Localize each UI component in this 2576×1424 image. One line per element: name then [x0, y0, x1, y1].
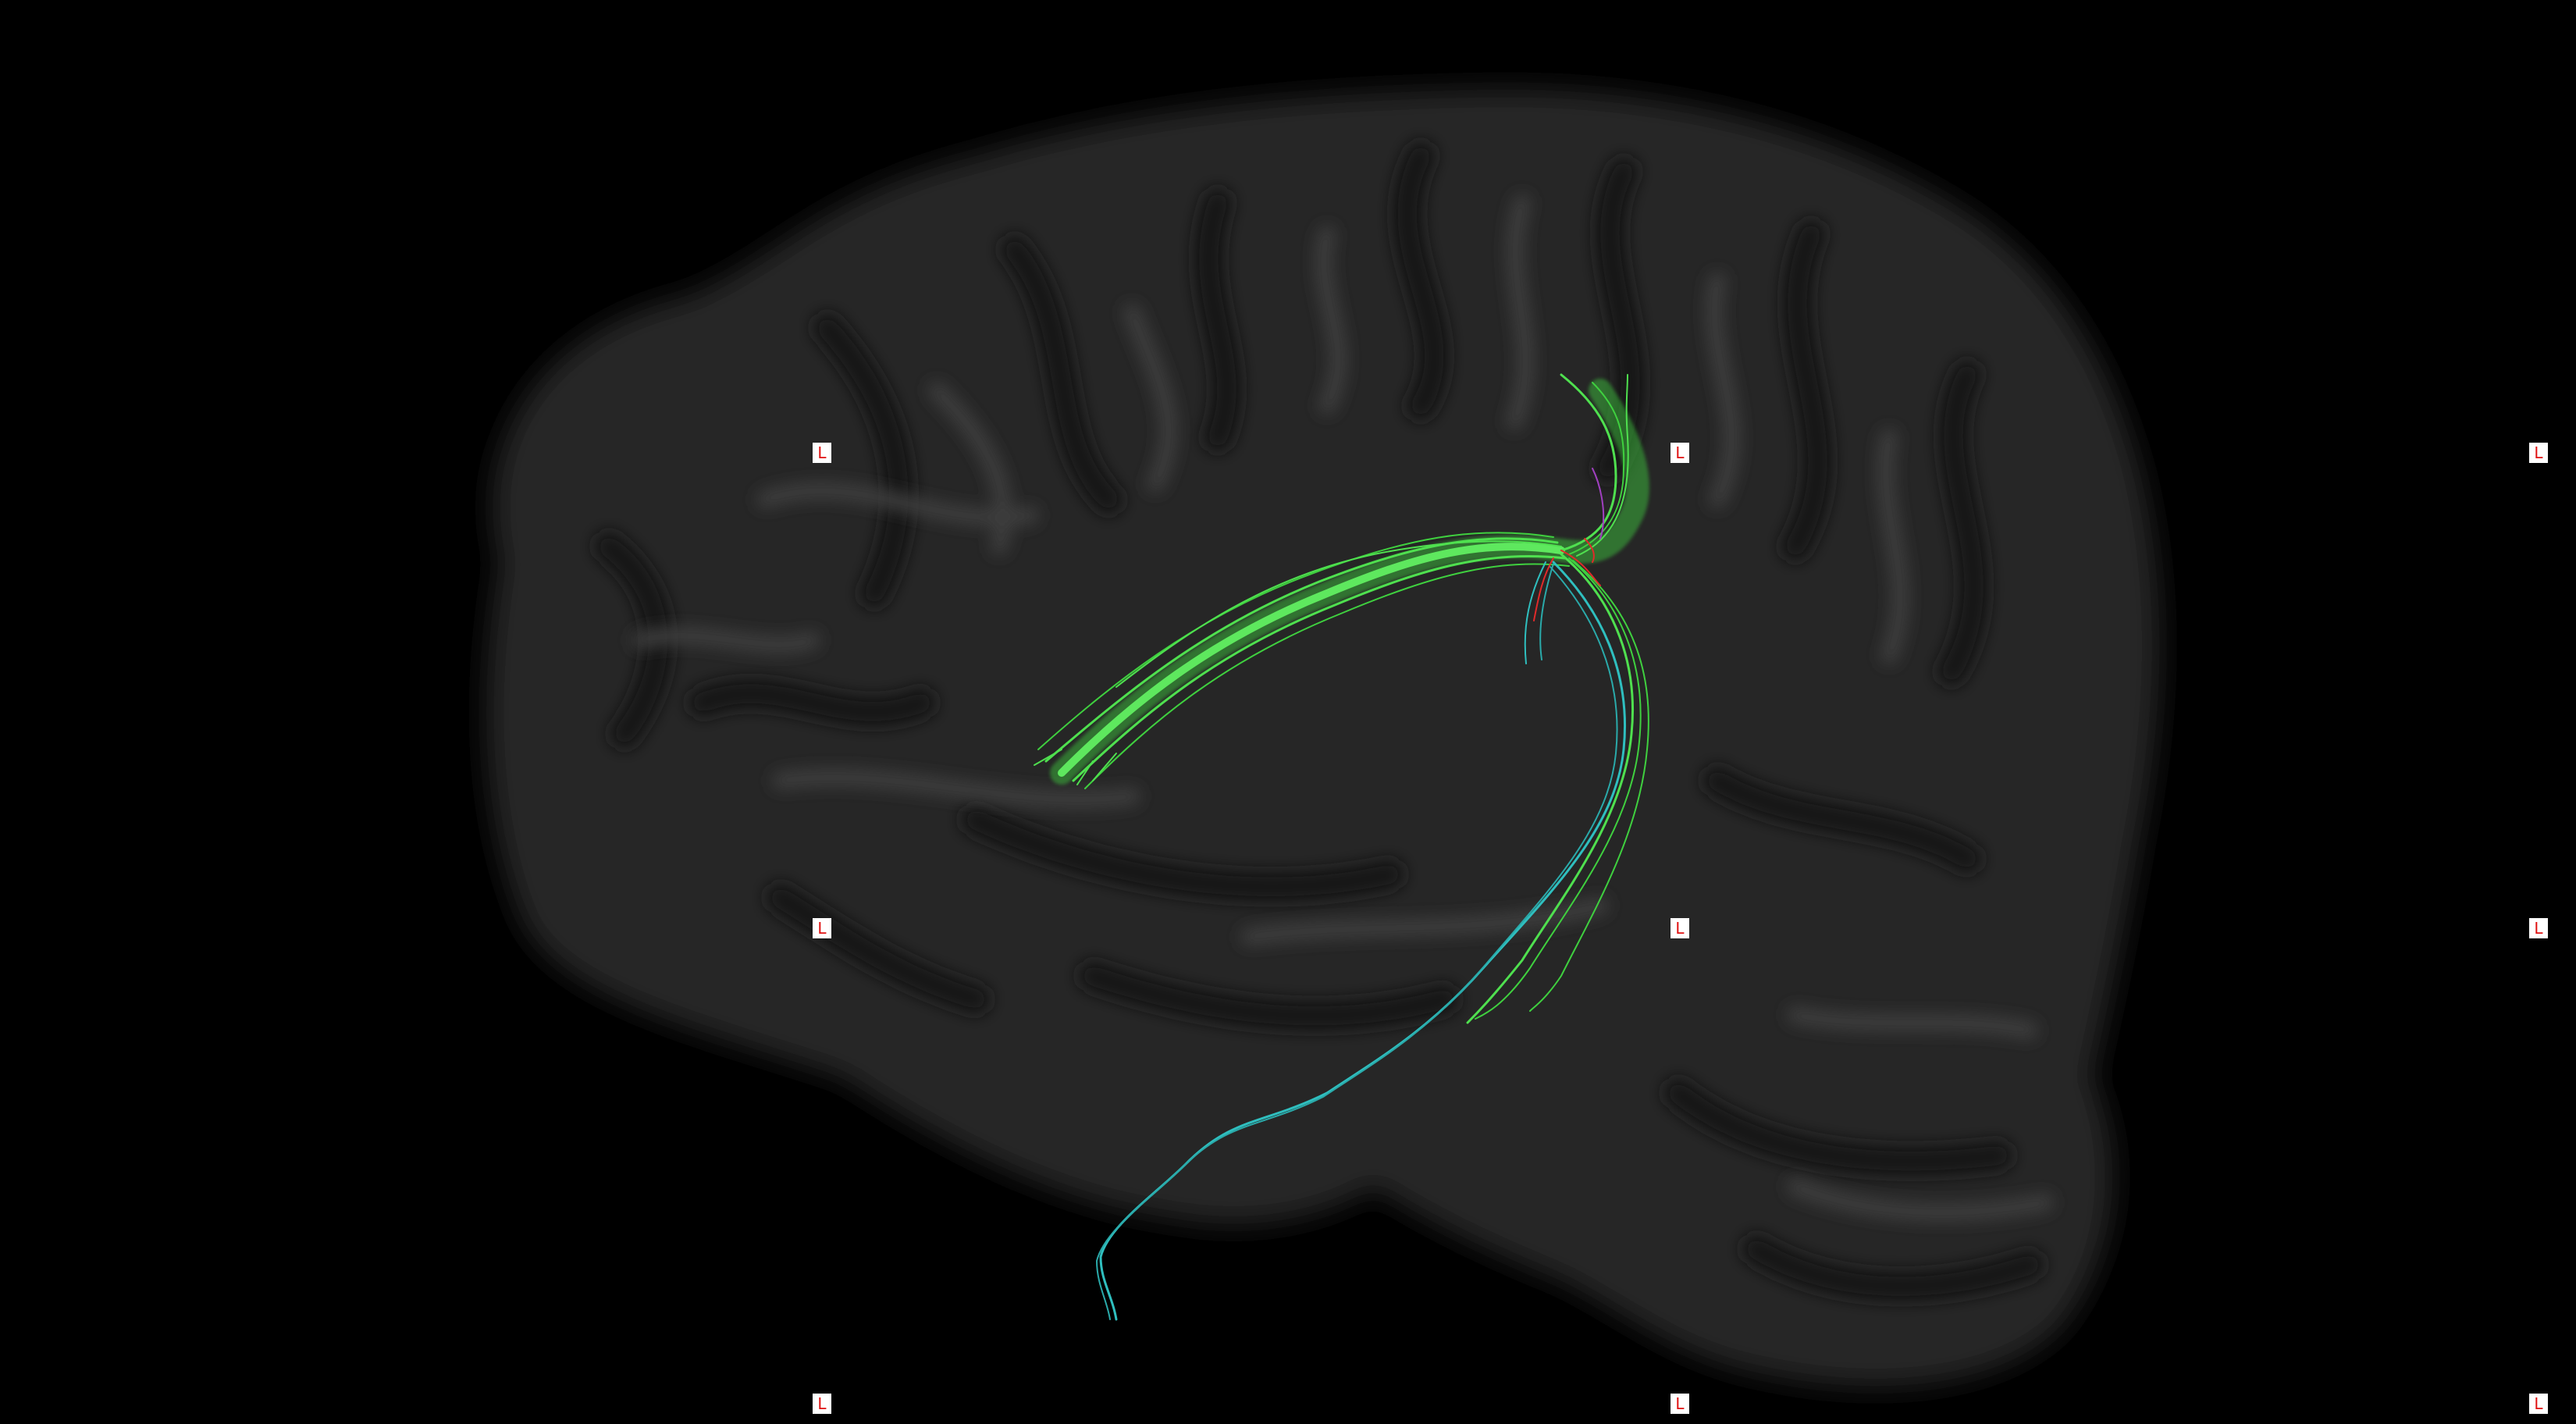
orientation-marker-middle-left: L	[813, 918, 831, 938]
orientation-marker-top-center: L	[1670, 443, 1689, 463]
orientation-marker-bottom-center: L	[1670, 1394, 1689, 1414]
brain-gyri	[632, 194, 2054, 1222]
orientation-marker-middle-right: L	[2529, 918, 2548, 938]
fiber-tracts	[1034, 373, 1649, 1321]
orientation-marker-top-right: L	[2529, 443, 2548, 463]
orientation-marker-middle-center: L	[1670, 918, 1689, 938]
orientation-marker-bottom-right: L	[2529, 1394, 2548, 1414]
orientation-marker-top-left: L	[813, 443, 831, 463]
brain-silhouette	[486, 89, 2160, 1387]
orientation-marker-bottom-left: L	[813, 1394, 831, 1414]
